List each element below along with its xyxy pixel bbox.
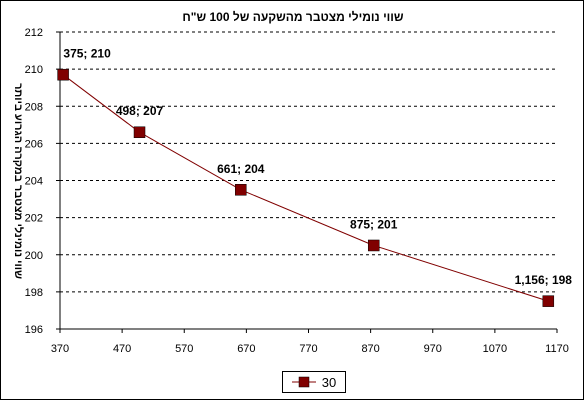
y-tick-label-210: 210 [25, 64, 43, 76]
data-point-marker-3 [235, 184, 247, 196]
y-tick-label-212: 212 [25, 27, 43, 39]
data-label-4: 875; 201 [350, 217, 398, 231]
y-tick-label-206: 206 [25, 138, 43, 150]
grid-lines [60, 31, 557, 293]
x-tick-label-870: 870 [361, 343, 379, 355]
y-axis-title: שווי נומינלי מצטבר במקרה הגרוע ביותר [12, 83, 25, 279]
data-label-2: 498; 207 [116, 104, 164, 118]
data-label-1: 375; 210 [63, 47, 111, 61]
y-tick-label-208: 208 [25, 101, 43, 113]
legend-swatch-30 [291, 376, 316, 388]
x-tick-label-670: 670 [237, 343, 255, 355]
data-point-marker-5 [542, 295, 555, 307]
y-tick-label-200: 200 [25, 250, 43, 262]
data-point-marker-2 [133, 126, 146, 138]
chart-title: שווי נומילי מצטבר מהשקעה של 100 ש"ח [182, 10, 404, 24]
legend: 30 [282, 371, 346, 393]
x-tick-label-470: 470 [113, 343, 131, 355]
data-label-5: 1,156; 198 [515, 273, 573, 287]
y-tick-label-202: 202 [25, 213, 43, 225]
y-tick-label-198: 198 [25, 287, 43, 299]
data-series [57, 68, 555, 307]
axes: 196 198 200 202 204 206 208 210 212 370 470 570 670 7… [25, 27, 569, 355]
data-label-3: 661; 204 [217, 162, 265, 176]
data-labels: 375; 210 498; 207 661; 204 875; 201 1,156; 1… [63, 47, 572, 287]
data-point-marker-4 [367, 239, 380, 252]
legend-label-30: 30 [321, 374, 337, 390]
x-tick-label-570: 570 [175, 343, 193, 355]
x-tick-label-770: 770 [299, 343, 317, 355]
x-tick-label-1170: 1170 [545, 343, 569, 355]
data-point-marker-1 [57, 68, 69, 81]
x-tick-label-970: 970 [424, 343, 442, 355]
y-tick-label-204: 204 [25, 176, 43, 188]
y-tick-label-196: 196 [25, 324, 43, 336]
x-tick-label-370: 370 [51, 343, 69, 355]
x-tick-label-1070: 1070 [483, 343, 507, 355]
